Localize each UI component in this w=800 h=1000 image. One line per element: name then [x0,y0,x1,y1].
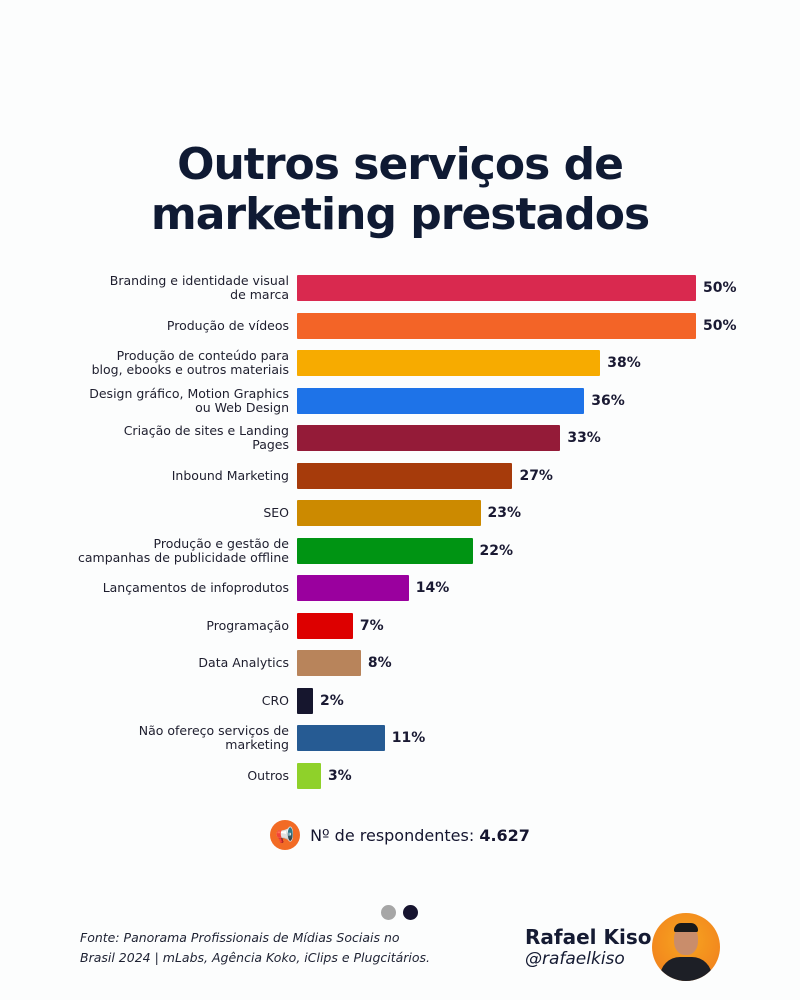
bar [297,275,696,301]
source-line-1: Fonte: Panorama Profissionais de Mídias … [80,930,400,945]
category-label-line: Data Analytics [198,655,289,670]
category-label-line: Outros [247,767,289,783]
author-block: Rafael Kiso @rafaelkiso [525,925,651,969]
category-label-line: Criação de sites e Landing [123,423,289,438]
megaphone-icon: 📢 [270,820,301,850]
bar [297,537,473,564]
value-label: 36% [591,392,625,409]
category-label-line: ou Web Design [195,399,289,415]
bar [297,312,696,339]
source-note: Fonte: Panorama Profissionais de Mídias … [80,928,430,968]
bar [297,462,513,489]
category-label: Inbound Marketing [29,467,289,483]
category-label-line: marketing [225,737,289,752]
category-label-line: Não ofereço serviços de [138,723,289,738]
category-label: Produção e gestão de campanhas de publici… [29,535,289,565]
category-label: Criação de sites e Landing Pages [29,424,289,452]
value-label: 23% [487,505,522,521]
value-label: 27% [519,467,553,484]
category-label-line: Design gráfico, Motion Graphics [89,385,289,401]
pagination-dots [381,905,418,920]
category-label: Lançamentos de infoprodutos [29,581,289,595]
value-label: 14% [415,580,450,596]
source-line-2: Brasil 2024 | mLabs, Agência Koko, iClip… [80,950,431,965]
respondents-label: Nº de respondentes: [310,825,475,845]
category-label: Não ofereço serviços de marketing [29,724,289,752]
category-label: Branding e identidade visual de marca [29,274,289,302]
category-label-line: Inbound Marketing [171,467,289,483]
category-label: CRO [29,692,289,708]
category-label: SEO [29,506,289,520]
category-label-line: Lançamentos de infoprodutos [102,580,289,595]
title-line-1: Outros serviços de [177,139,624,190]
value-label: 38% [607,355,641,371]
value-label: 7% [359,617,384,634]
author-handle: @rafaelkiso [525,949,625,969]
value-label: 50% [703,280,737,296]
category-label-line: campanhas de publicidade offline [78,549,289,565]
bar [297,350,601,376]
bar [297,650,361,676]
value-label: 22% [479,542,514,559]
bar [297,387,585,414]
category-label: Outros [29,767,289,783]
value-label: 3% [327,767,352,784]
category-label: Data Analytics [29,656,289,670]
value-label: 11% [391,730,426,746]
category-label-line: Branding e identidade visual [109,273,289,288]
bar [297,500,481,526]
category-label-line: SEO [263,505,289,520]
respondents-info: 📢 Nº de respondentes: 4.627 [0,820,800,850]
category-label-line: Produção e gestão de [153,535,289,551]
bar [297,612,353,639]
author-name: Rafael Kiso [525,925,652,949]
category-label-line: Produção de conteúdo para [116,348,289,363]
value-label: 33% [567,430,601,446]
category-label-line: CRO [261,692,289,708]
category-label: Design gráfico, Motion Graphics ou Web De… [29,385,289,415]
category-label-line: de marca [230,287,289,302]
avatar [652,913,720,981]
category-label-line: Pages [252,437,289,452]
bar [297,725,385,751]
category-label: Produção de vídeos [29,317,289,333]
bar [297,425,561,451]
category-label-line: Programação [206,617,289,633]
value-label: 8% [367,655,392,671]
category-label-line: blog, ebooks e outros materiais [91,362,289,377]
title-line-2: marketing prestados [150,189,650,240]
category-label-line: Produção de vídeos [166,317,289,333]
bar [297,687,313,714]
page-dot-1[interactable] [381,905,396,920]
category-label: Produção de conteúdo para blog, ebooks e … [29,349,289,377]
bar [297,762,321,789]
bar [297,575,409,601]
page-dot-2-active[interactable] [403,905,418,920]
value-label: 50% [703,317,737,334]
page-title: Outros serviços de marketing prestados [0,140,800,240]
category-label: Programação [29,617,289,633]
value-label: 2% [319,692,344,709]
respondents-value: 4.627 [479,825,530,845]
